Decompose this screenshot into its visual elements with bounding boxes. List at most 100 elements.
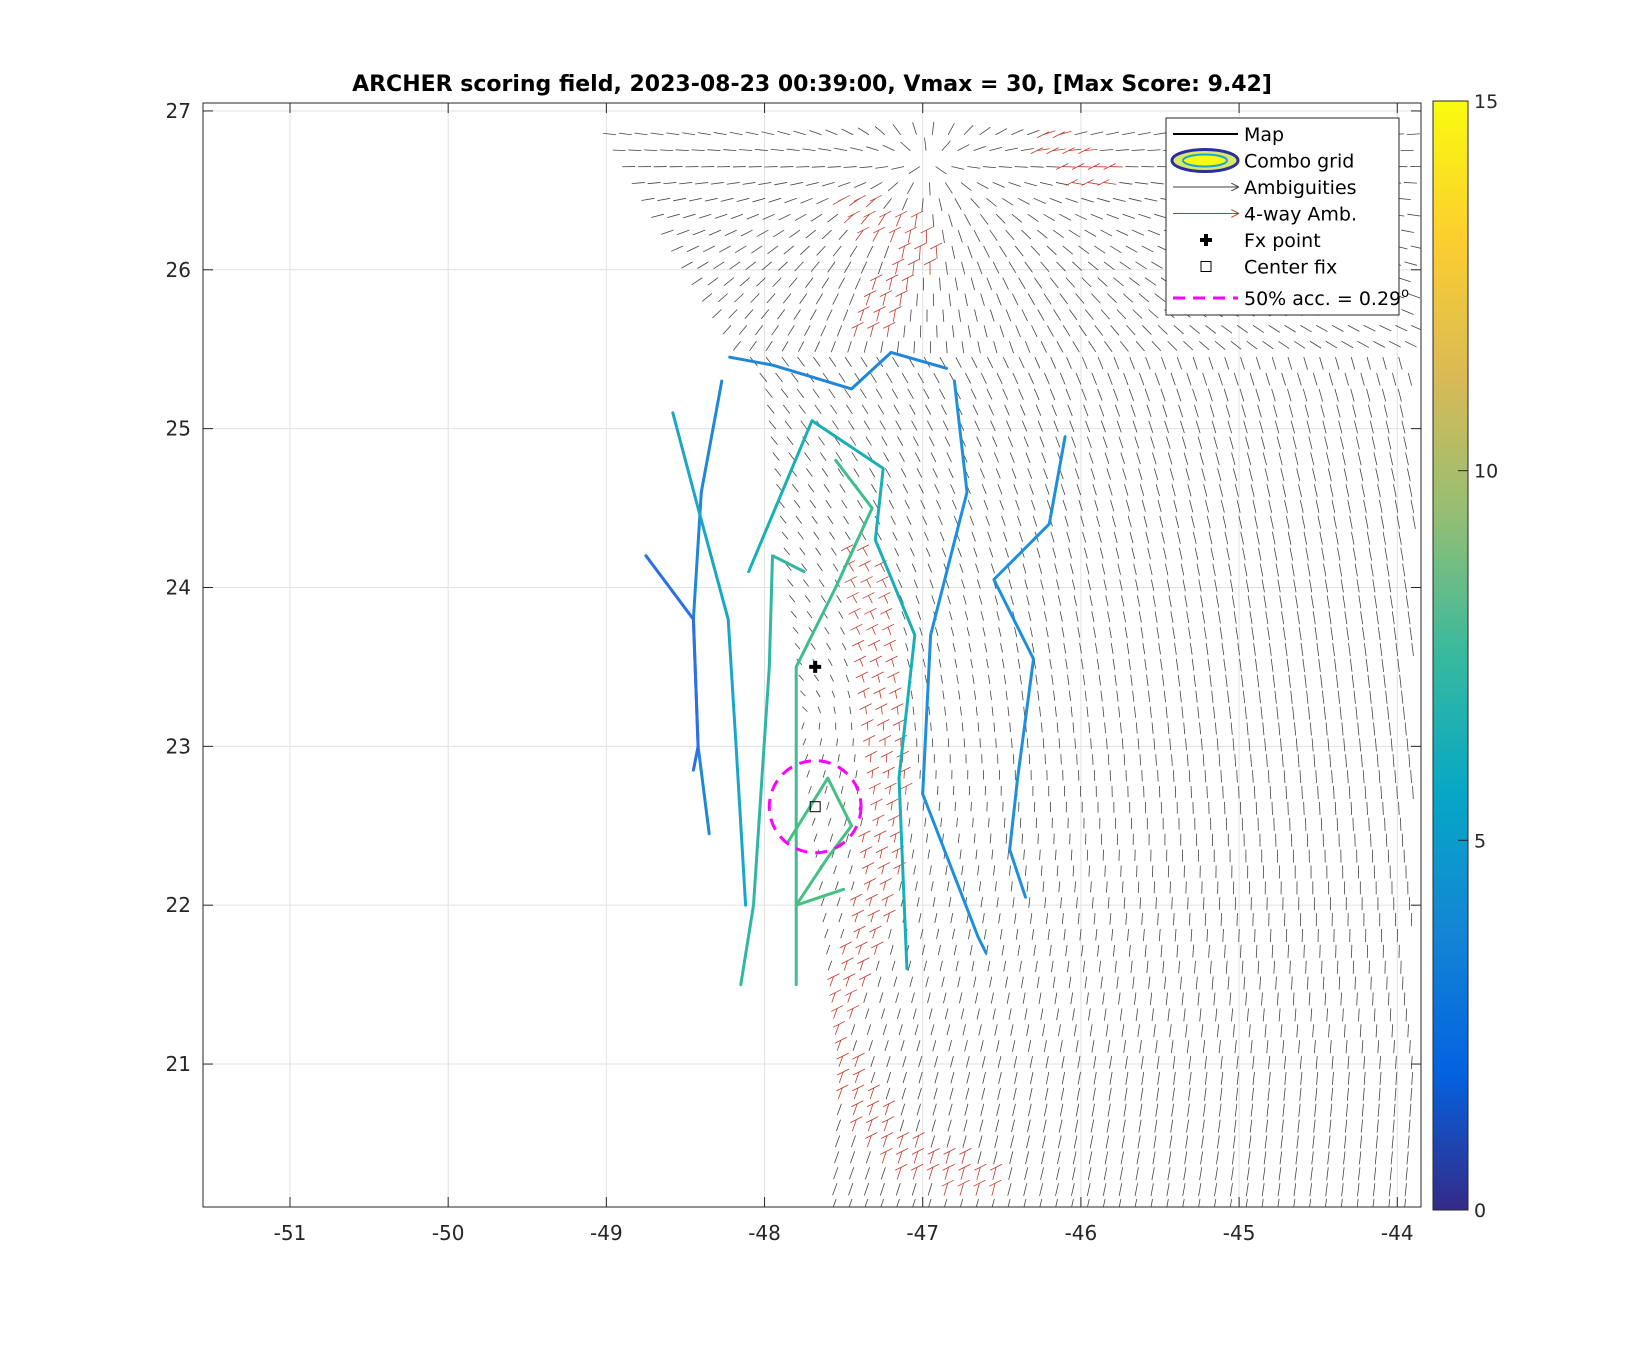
ambiguity-vector: [1158, 643, 1161, 655]
ambiguity-vector: [1220, 500, 1225, 513]
ambiguity-vector: [1257, 960, 1260, 974]
ambiguity-vector: [777, 309, 786, 320]
ambiguity-vector: [826, 309, 833, 321]
ambiguity-vector: [1230, 1167, 1234, 1181]
ambiguity-vector: [997, 1056, 1002, 1068]
ambiguity-vector: [1054, 992, 1058, 1005]
ambiguity-vector: [1078, 500, 1083, 512]
ambiguity-vector: [1206, 515, 1211, 529]
ambiguity-vector: [939, 356, 946, 368]
ambiguity-vector: [1161, 674, 1165, 687]
ambiguity-vector: [1098, 960, 1101, 973]
four-way-ambiguity-vector: [874, 944, 878, 955]
ambiguity-vector: [756, 277, 766, 287]
four-way-ambiguity-vector: [895, 1163, 908, 1171]
ambiguity-vector: [916, 468, 923, 478]
ambiguity-vector: [1300, 643, 1304, 657]
ambiguity-vector: [778, 213, 791, 221]
ambiguity-vector: [1199, 452, 1204, 466]
four-way-ambiguity-vector: [881, 623, 895, 631]
ambiguity-vector: [1306, 420, 1311, 434]
ambiguity-vector: [1291, 563, 1295, 577]
ambiguity-vector: [1245, 1183, 1249, 1197]
ambiguity-vector: [1059, 1103, 1064, 1117]
ambiguity-vector: [1141, 1071, 1145, 1085]
ambiguity-vector: [1040, 261, 1050, 272]
ambiguity-vector: [1268, 1056, 1271, 1070]
ambiguity-vector: [1145, 531, 1150, 544]
four-way-ambiguity-vector: [901, 245, 905, 259]
ambiguity-vector: [1363, 500, 1367, 513]
ambiguity-vector: [1125, 500, 1131, 512]
ambiguity-vector: [1174, 928, 1177, 942]
ambiguity-vector: [1023, 1183, 1028, 1196]
ambiguity-vector: [949, 611, 953, 621]
ambiguity-vector: [1109, 627, 1112, 639]
ambiguity-vector: [973, 833, 976, 844]
ambiguity-vector: [1192, 388, 1198, 402]
ambiguity-vector: [1027, 213, 1039, 222]
ambiguity-vector: [999, 245, 1007, 258]
four-way-ambiguity-vector: [882, 322, 896, 329]
ambiguity-vector: [1091, 293, 1101, 304]
ambiguity-vector: [1028, 1103, 1032, 1117]
ambiguity-vector: [1296, 1024, 1299, 1038]
ambiguity-vector: [1222, 786, 1224, 799]
ambiguity-vector: [992, 1008, 996, 1020]
y-tick-label: 26: [166, 258, 191, 282]
ambiguity-vector: [1239, 658, 1242, 672]
ambiguity-vector: [1011, 738, 1013, 748]
ambiguity-vector: [1179, 690, 1182, 703]
legend-label-text: Center fix: [1244, 257, 1337, 279]
ambiguity-vector: [950, 484, 956, 494]
ambiguity-vector: [1040, 341, 1047, 353]
ambiguity-vector: [845, 833, 849, 843]
ambiguity-vector: [1128, 197, 1142, 202]
ambiguity-vector: [1008, 182, 1022, 187]
four-way-ambiguity-vector: [880, 1148, 893, 1155]
ambiguity-vector: [900, 1103, 906, 1116]
ambiguity-vector: [1095, 928, 1098, 941]
four-way-ambiguity-vector: [873, 785, 876, 795]
four-way-ambiguity-vector: [865, 893, 878, 901]
ambiguity-vector: [1093, 913, 1096, 925]
ambiguity-vector: [1375, 1024, 1378, 1038]
ambiguity-vector: [760, 309, 770, 320]
ambiguity-vector: [1370, 563, 1374, 577]
ambiguity-vector: [983, 499, 989, 511]
ambiguity-vector: [880, 341, 884, 353]
ambiguity-vector: [984, 643, 988, 653]
four-way-ambiguity-vector: [861, 674, 865, 683]
ambiguity-vector: [891, 960, 896, 971]
ambiguity-vector: [698, 213, 712, 219]
ambiguity-vector: [1088, 341, 1097, 353]
ambiguity-vector: [1366, 801, 1368, 815]
ambiguity-vector: [1280, 738, 1282, 752]
ambiguity-vector: [1374, 595, 1378, 609]
ambiguity-vector: [1401, 690, 1404, 704]
ambiguity-vector: [1093, 1056, 1097, 1069]
ambiguity-vector: [1250, 754, 1252, 767]
ambiguity-vector: [982, 1071, 986, 1084]
ambiguity-vector: [805, 229, 817, 239]
ambiguity-vector: [1007, 1183, 1012, 1196]
ambiguity-vector: [697, 261, 709, 269]
ambiguity-vector: [1287, 388, 1292, 402]
ambiguity-vector: [1284, 1071, 1287, 1085]
ambiguity-vector: [661, 229, 674, 235]
four-way-ambiguity-vector: [887, 671, 900, 679]
ambiguity-vector: [1320, 404, 1325, 418]
ambiguity-vector: [1167, 340, 1178, 351]
ambiguity-vector: [860, 817, 863, 827]
ambiguity-vector: [730, 213, 744, 220]
ambiguity-vector: [784, 420, 792, 430]
ambiguity-vector: [1302, 658, 1305, 672]
ambiguity-vector: [1246, 1167, 1250, 1181]
center-fix-marker: [809, 801, 821, 813]
ambiguity-vector: [1088, 722, 1091, 734]
ambiguity-vector: [861, 404, 869, 415]
ambiguity-vector: [1250, 1103, 1254, 1117]
ambiguity-vector: [1255, 944, 1258, 958]
ambiguity-vector: [1347, 325, 1360, 332]
ambiguity-vector: [1335, 674, 1339, 688]
